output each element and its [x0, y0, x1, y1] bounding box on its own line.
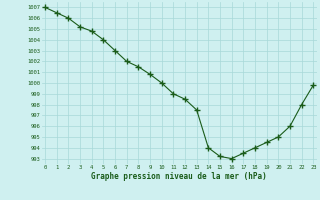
X-axis label: Graphe pression niveau de la mer (hPa): Graphe pression niveau de la mer (hPa) [91, 172, 267, 181]
